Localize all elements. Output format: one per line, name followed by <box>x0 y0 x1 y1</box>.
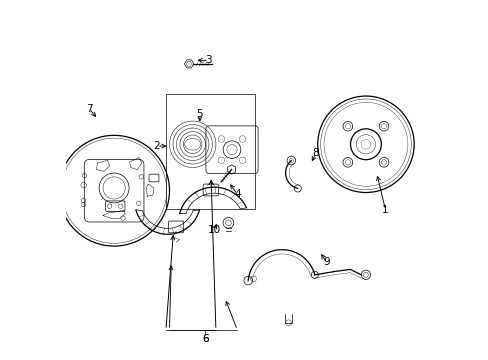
Text: 3: 3 <box>205 55 212 65</box>
Bar <box>165 94 255 208</box>
Text: 10: 10 <box>207 225 220 235</box>
Text: 2: 2 <box>153 141 160 151</box>
Text: 1: 1 <box>382 205 388 215</box>
Text: 4: 4 <box>234 189 240 199</box>
Text: 6: 6 <box>202 334 208 344</box>
Text: 5: 5 <box>196 109 203 119</box>
Text: 8: 8 <box>312 148 319 158</box>
Text: 6: 6 <box>202 334 208 344</box>
Text: 9: 9 <box>323 257 329 267</box>
Text: 7: 7 <box>85 104 92 113</box>
